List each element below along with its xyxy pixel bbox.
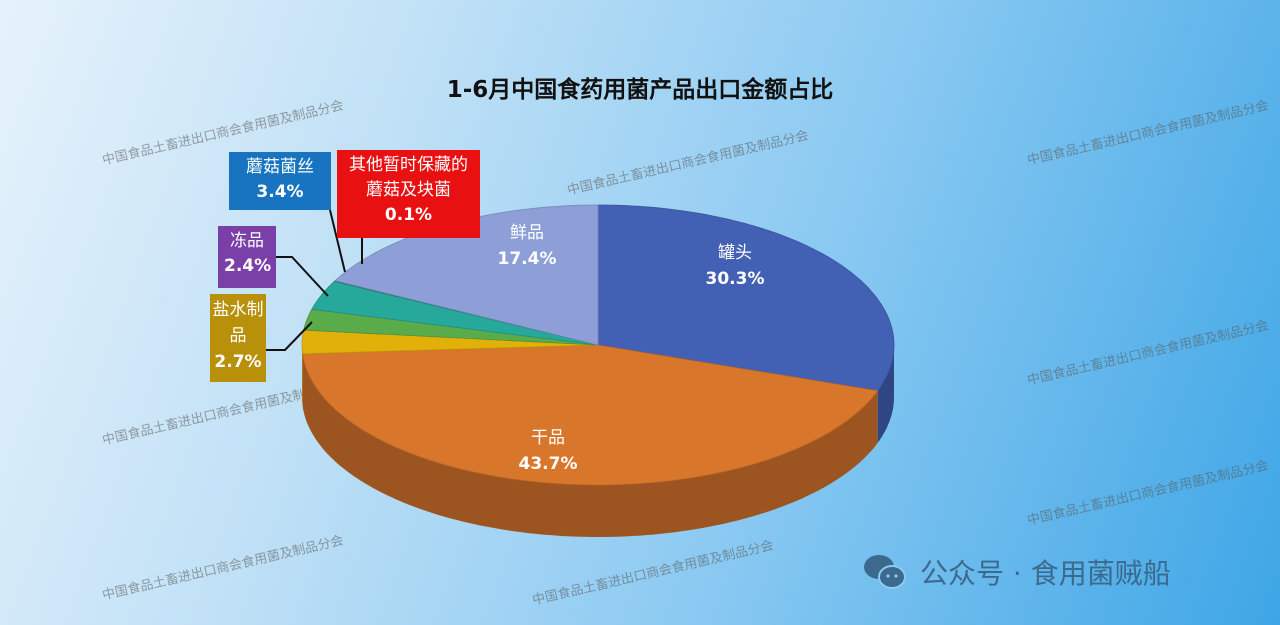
slice-percent: 17.4% bbox=[497, 249, 557, 269]
leader-line-mycelium bbox=[329, 209, 346, 273]
leader-line-frozen bbox=[275, 256, 329, 297]
pie-slice-4[interactable] bbox=[310, 280, 599, 346]
leader-line-salted bbox=[265, 321, 313, 351]
slice-percent: 0.1% bbox=[384, 205, 433, 225]
slice-name: 罐头 bbox=[718, 243, 752, 263]
slice-percent: 3.4% bbox=[256, 182, 304, 202]
slice-name: 冻品 bbox=[230, 231, 264, 251]
slice-percent: 2.4% bbox=[224, 256, 272, 276]
pie-slice-2[interactable] bbox=[301, 329, 599, 355]
callout-other: 其他暂时保藏的蘑菇及块菌 0.1% bbox=[337, 150, 480, 238]
chart-title: 1-6月中国食药用菌产品出口金额占比 bbox=[446, 77, 834, 103]
slice-label-fresh: 鲜品 17.4% bbox=[482, 220, 572, 272]
pie-side-1 bbox=[302, 353, 878, 537]
slice-percent: 2.7% bbox=[214, 352, 262, 372]
pie-side-2 bbox=[302, 345, 303, 406]
pie-slice-0[interactable] bbox=[597, 204, 895, 392]
pie-slice-1[interactable] bbox=[302, 344, 879, 486]
slice-name: 蘑菇菌丝 bbox=[246, 157, 314, 177]
slice-label-dried: 干品 43.7% bbox=[503, 425, 593, 477]
callout-salted: 盐水制品 2.7% bbox=[210, 294, 266, 382]
footer-text: 公众号 · 食用菌贼船 bbox=[920, 557, 1171, 590]
callout-mycelium: 蘑菇菌丝 3.4% bbox=[229, 152, 331, 210]
slice-name: 鲜品 bbox=[510, 223, 544, 243]
footer: 公众号 · 食用菌贼船 bbox=[862, 552, 1171, 592]
pie-side-0 bbox=[877, 345, 894, 443]
slice-name: 盐水制品 bbox=[212, 300, 264, 346]
slice-percent: 43.7% bbox=[518, 454, 578, 474]
wechat-icon bbox=[864, 555, 906, 589]
slice-label-canned: 罐头 30.3% bbox=[690, 240, 780, 292]
callout-frozen: 冻品 2.4% bbox=[218, 226, 276, 288]
slice-name: 其他暂时保藏的蘑菇及块菌 bbox=[349, 155, 468, 200]
slice-name: 干品 bbox=[531, 428, 565, 448]
slice-percent: 30.3% bbox=[705, 269, 765, 289]
